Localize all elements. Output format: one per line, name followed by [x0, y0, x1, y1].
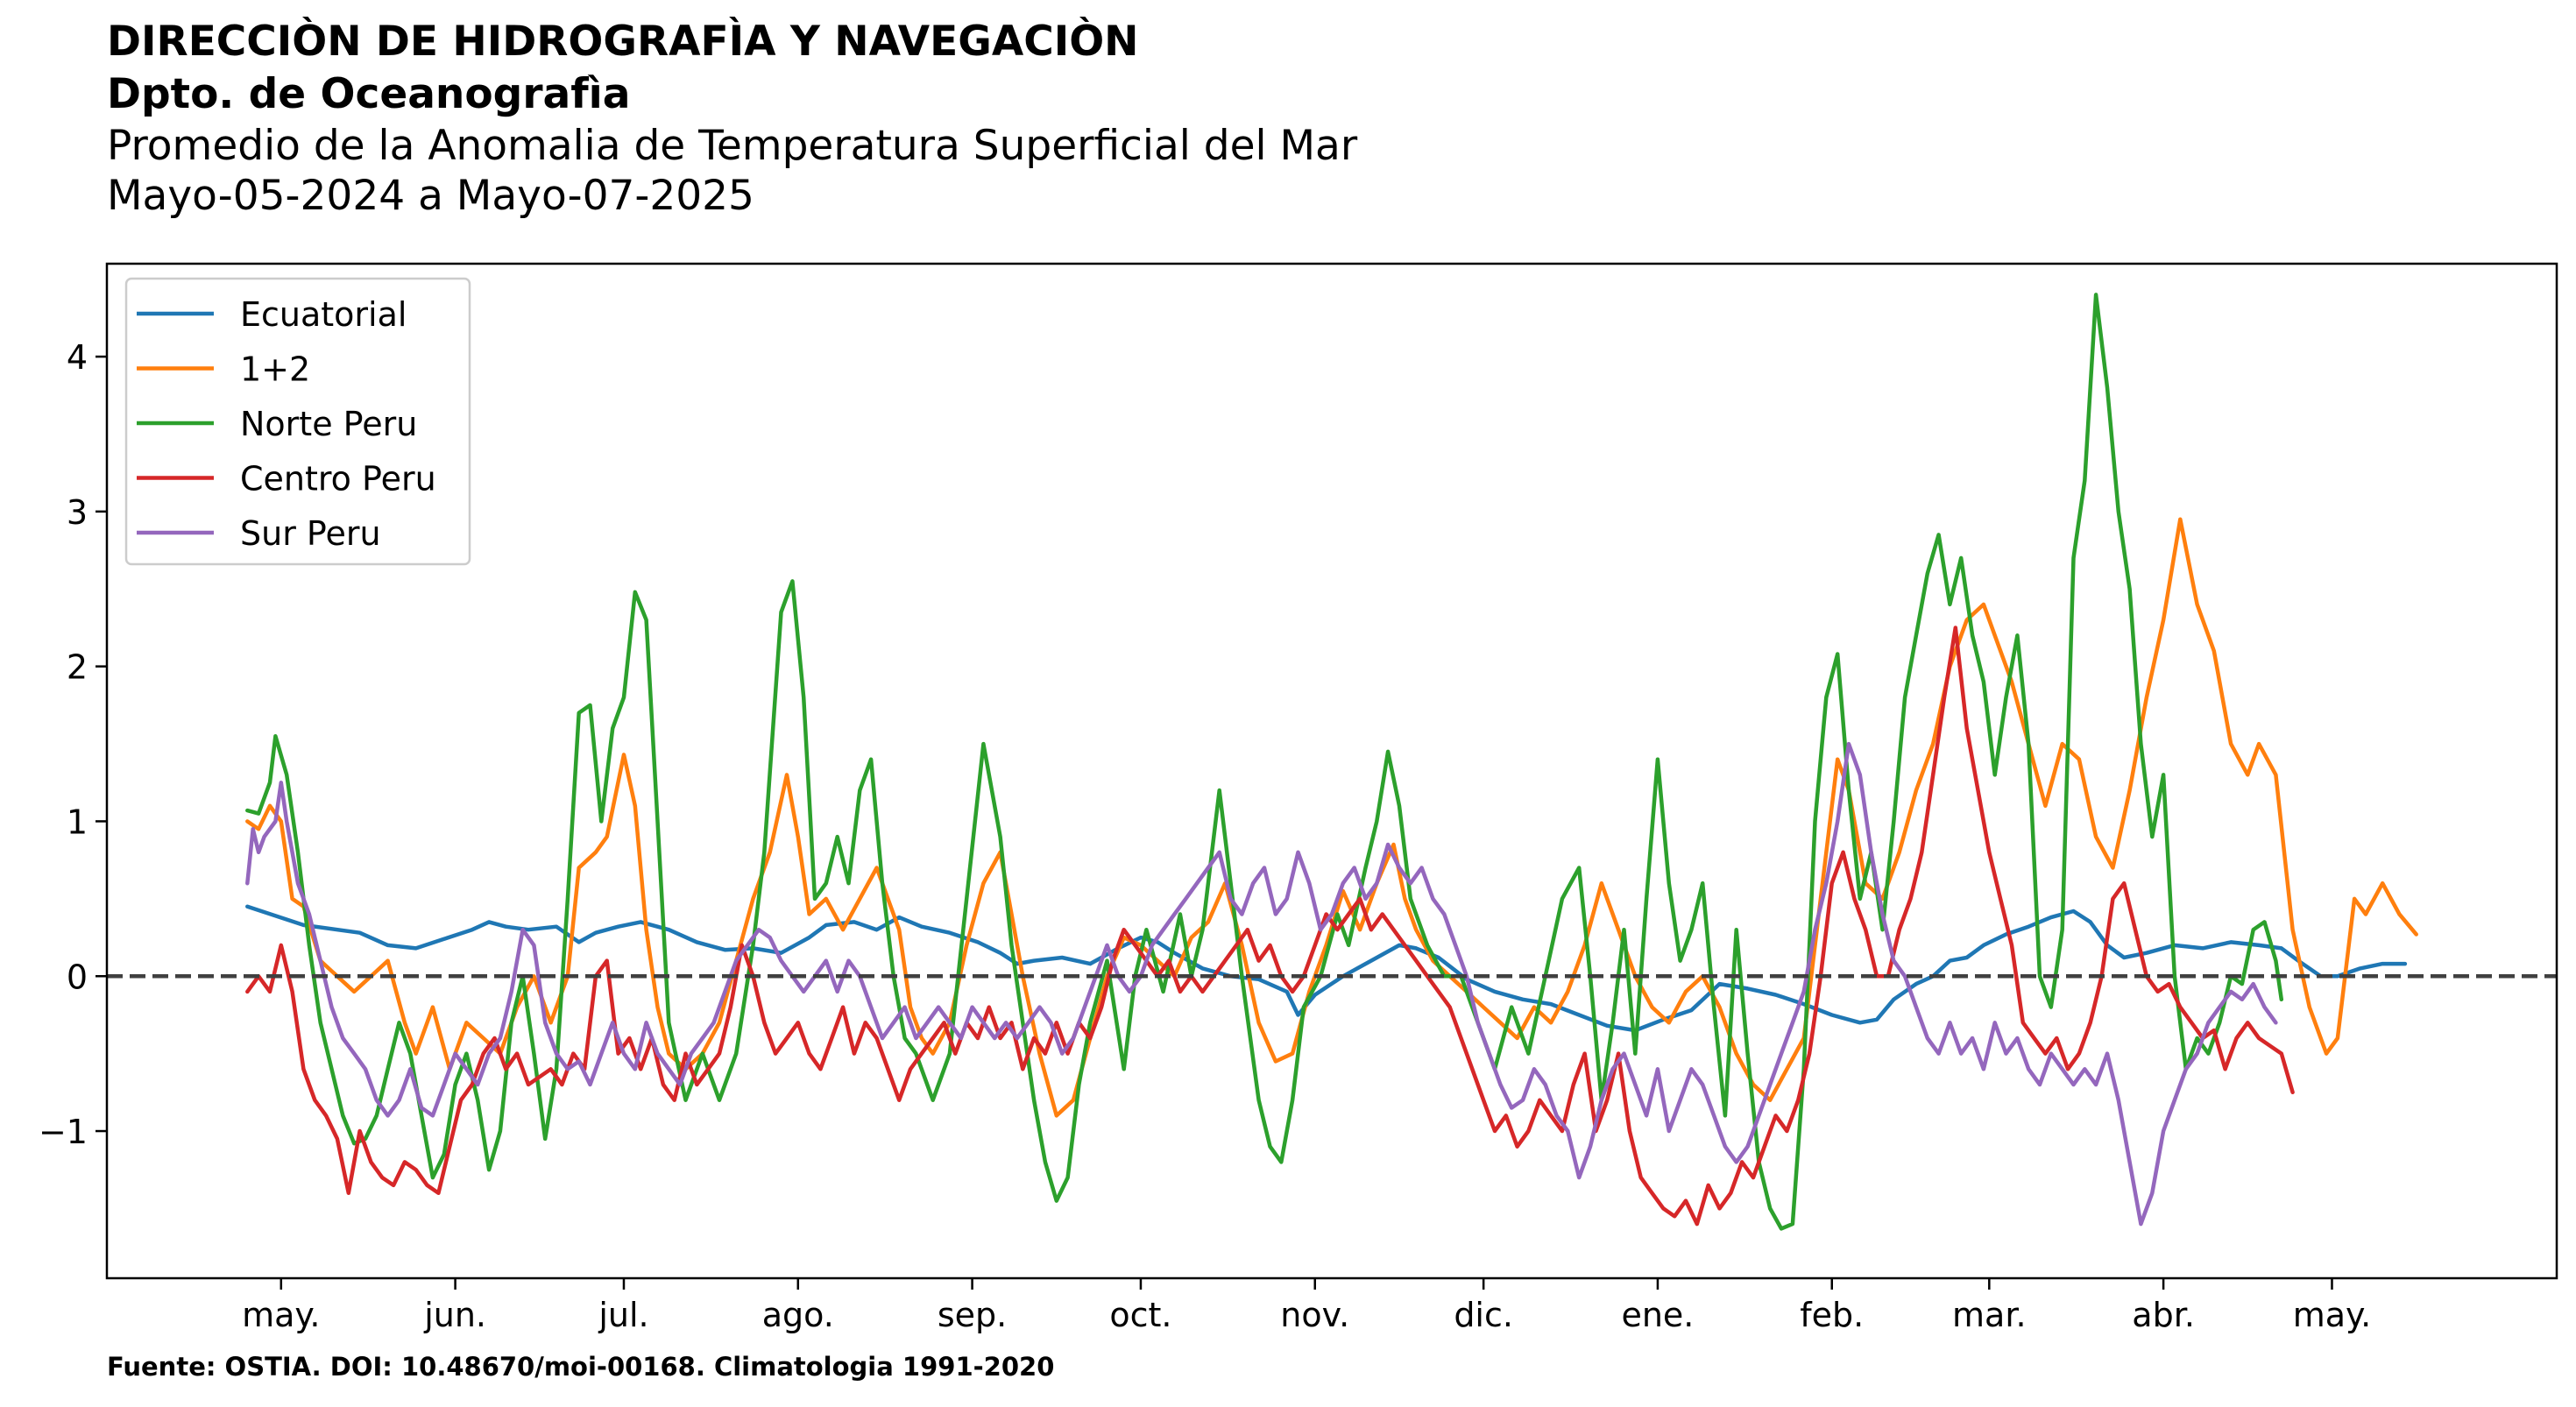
legend-label: Centro Peru	[240, 460, 436, 498]
x-tick-label: dic.	[1454, 1296, 1513, 1334]
x-tick-label: feb.	[1800, 1296, 1864, 1334]
x-tick-label: abr.	[2132, 1296, 2195, 1334]
y-tick-label: −1	[39, 1113, 88, 1151]
x-tick-label: oct.	[1109, 1296, 1171, 1334]
y-tick-label: 1	[67, 802, 88, 841]
legend: Ecuatorial 1+2 Norte Peru Centro Peru Sur Pe…	[124, 277, 471, 566]
agency-name: DIRECCIÒN DE HIDROGRAFÌA Y NAVEGACIÒN	[107, 18, 1139, 66]
source-note: Fuente: OSTIA. DOI: 10.48670/moi-00168. …	[107, 1352, 1055, 1382]
legend-label: Ecuatorial	[240, 295, 407, 334]
legend-label: Norte Peru	[240, 405, 417, 443]
y-tick-label: 2	[67, 648, 88, 687]
legend-box	[124, 277, 471, 566]
series-line-4	[245, 741, 2278, 1227]
chart-title: Promedio de la Anomalia de Temperatura S…	[107, 122, 1358, 170]
x-tick-label: jun.	[423, 1296, 486, 1334]
y-tick-label: 0	[67, 958, 88, 996]
chart-marks: −1 0 1 2 3 4 may. jun. jul. ago. sep. oct. nov. dic. e…	[39, 293, 2557, 1334]
legend-label: 1+2	[240, 350, 310, 389]
legend-label: Sur Peru	[240, 514, 381, 553]
series-line-3	[245, 626, 2295, 1227]
y-tick-label: 3	[67, 493, 88, 532]
chart-header: DIRECCIÒN DE HIDROGRAFÌA Y NAVEGACIÒN Dp…	[107, 16, 1357, 221]
x-tick-label: ene.	[1621, 1296, 1694, 1334]
x-tick-label: ago.	[762, 1296, 834, 1334]
x-tick-label: sep.	[938, 1296, 1007, 1334]
series-line-2	[245, 293, 2284, 1231]
y-tick-label: 4	[67, 338, 88, 377]
date-range: Mayo-05-2024 a Mayo-07-2025	[107, 172, 754, 220]
x-tick-label: may.	[2293, 1296, 2371, 1334]
x-tick-label: jul.	[598, 1296, 648, 1334]
series-line-0	[245, 904, 2408, 1033]
series-line-1	[245, 517, 2418, 1118]
department-name: Dpto. de Oceanografìa	[107, 70, 631, 118]
x-tick-label: may.	[242, 1296, 320, 1334]
x-tick-label: mar.	[1952, 1296, 2027, 1334]
x-tick-label: nov.	[1280, 1296, 1349, 1334]
plot-frame	[105, 262, 2558, 1280]
